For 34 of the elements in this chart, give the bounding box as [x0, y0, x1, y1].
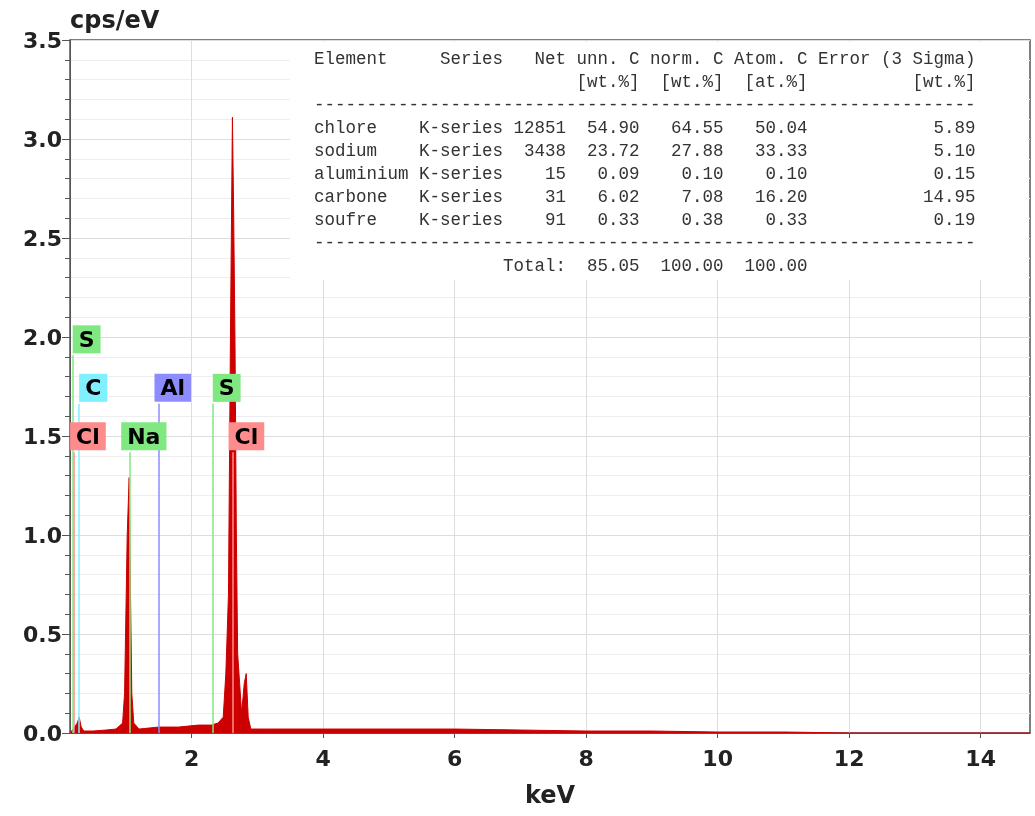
x-tick-label: 8: [578, 745, 594, 771]
ref-line-label: Cl: [76, 423, 100, 449]
x-tick-label: 6: [447, 745, 463, 771]
y-tick-label: 0.0: [23, 720, 62, 746]
x-tick-label: 12: [833, 745, 865, 771]
annotation: Element Series Net unn. C norm. C Atom. C Error (3 Sigma): [314, 48, 977, 71]
annotation: ---------------------------------------------------------------: [314, 232, 977, 255]
annotation: carbone K-series 31 6.02 7.08 16.20 14.95: [314, 186, 977, 209]
y-tick-label: 3.0: [23, 126, 62, 152]
x-tick-label: 4: [315, 745, 331, 771]
annotation: [wt.%] [wt.%] [at.%] [wt.%]: [575, 71, 977, 94]
annotation: chlore K-series 12851 54.90 64.55 50.04 5.89: [314, 117, 977, 140]
x-tick-label: 10: [702, 745, 733, 771]
x-tick-label: 14: [965, 745, 996, 771]
annotation: soufre K-series 91 0.33 0.38 0.33 0.19: [314, 209, 977, 232]
y-axis-title: cps/eV: [70, 6, 160, 34]
x-tick-label: 2: [183, 745, 200, 771]
y-tick-label: 1.0: [23, 522, 62, 548]
y-tick-label: 1.5: [23, 423, 62, 449]
x-axis-title: keV: [524, 781, 576, 809]
annotation: ---------------------------------------------------------------: [314, 94, 977, 117]
annotation: sodium K-series 3438 23.72 27.88 33.33 5.10: [314, 140, 977, 163]
annotation: Total: 85.05 100.00 100.00: [502, 255, 809, 278]
y-tick-label: 0.5: [23, 621, 62, 647]
ref-line-label: C: [85, 375, 102, 401]
annotation: aluminium K-series 15 0.09 0.10 0.10 0.15: [314, 163, 977, 186]
ref-line-label: Al: [160, 375, 186, 401]
ref-line-label: Na: [127, 423, 161, 449]
ref-line-label: S: [78, 326, 95, 352]
ref-line-label: S: [218, 375, 235, 401]
ref-line-label: Cl: [234, 423, 259, 449]
y-tick-label: 2.0: [23, 324, 62, 350]
y-tick-label: 3.5: [23, 27, 62, 53]
y-tick-label: 2.5: [23, 225, 62, 251]
